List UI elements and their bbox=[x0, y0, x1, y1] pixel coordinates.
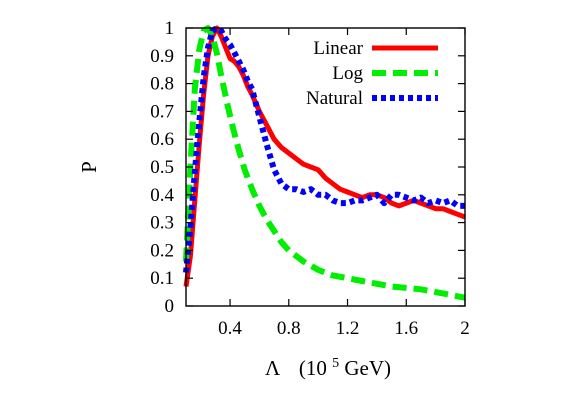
x-tick-label: 0.4 bbox=[218, 318, 242, 339]
x-axis-unit-exponent: 5 bbox=[332, 356, 339, 371]
plot-lines bbox=[183, 25, 466, 301]
axis-ticks bbox=[186, 27, 466, 307]
legend-label-linear: Linear bbox=[313, 38, 363, 59]
x-axis-unit-suffix: GeV) bbox=[344, 356, 391, 380]
x-axis-symbol: Λ bbox=[265, 356, 281, 380]
legend: Linear Log Natural bbox=[306, 38, 438, 109]
x-tick-label: 2 bbox=[460, 318, 470, 339]
y-axis-title: P bbox=[77, 161, 101, 173]
legend-label-natural: Natural bbox=[306, 88, 363, 109]
x-tick-label: 1.2 bbox=[336, 318, 360, 339]
legend-label-log: Log bbox=[332, 63, 363, 84]
y-tick-label: 0.8 bbox=[150, 74, 174, 95]
y-tick-label: 0.5 bbox=[150, 157, 174, 178]
y-tick-label: 0.7 bbox=[150, 101, 174, 122]
x-axis-title: Λ (10 5 GeV) bbox=[265, 348, 391, 380]
y-tick-label: 0.9 bbox=[150, 46, 174, 67]
x-axis-unit-prefix: (10 bbox=[299, 356, 327, 380]
x-tick-label: 1.6 bbox=[394, 318, 418, 339]
plot-frame bbox=[185, 27, 466, 307]
y-tick-label: 0.2 bbox=[150, 240, 174, 261]
x-tick-label: 0.8 bbox=[277, 318, 301, 339]
y-tick-label: 0.6 bbox=[150, 129, 174, 150]
tick-labels: 0 0.1 0.2 0.3 0.4 0.5 0.6 0.7 0.8 0.9 1 0.4 0.8 1.2 1.… bbox=[150, 18, 470, 339]
y-tick-label: 1 bbox=[165, 18, 175, 39]
series-line-log bbox=[183, 25, 466, 301]
series-line-linear bbox=[183, 25, 466, 287]
y-tick-label: 0.3 bbox=[150, 213, 174, 234]
series-line-natural bbox=[183, 25, 465, 273]
y-tick-label: 0.1 bbox=[150, 268, 174, 289]
y-tick-label: 0 bbox=[165, 296, 175, 317]
y-tick-label: 0.4 bbox=[150, 185, 174, 206]
